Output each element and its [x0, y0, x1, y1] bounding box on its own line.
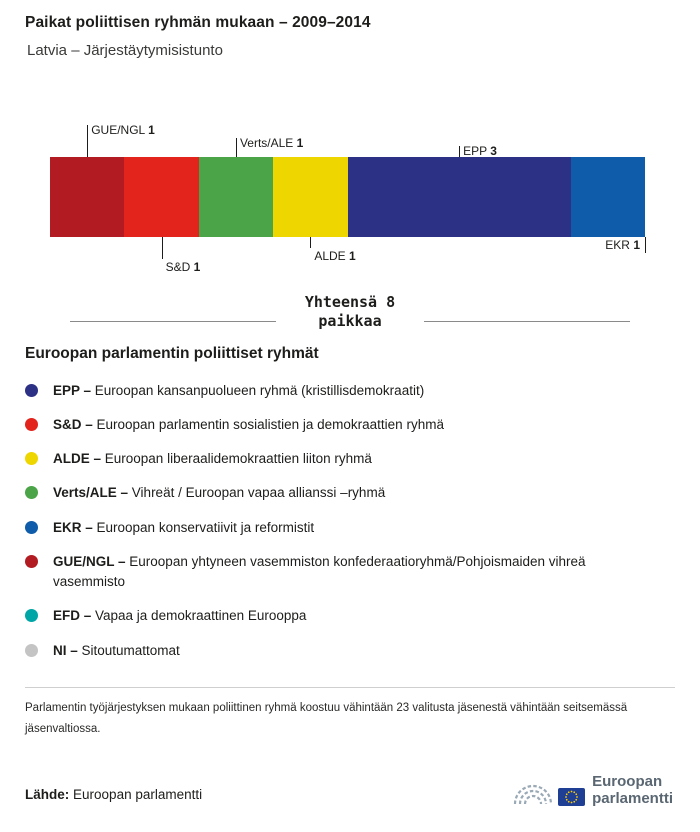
legend-list: EPP – Euroopan kansanpuolueen ryhmä (kri… [25, 381, 675, 661]
total-rule-left [70, 320, 276, 322]
total-row: Yhteensä 8 paikkaa [70, 293, 630, 331]
total-rule-right [424, 320, 630, 322]
callout-group-name: S&D [165, 260, 194, 274]
group-color-dot [25, 520, 38, 534]
group-color-dot [25, 452, 38, 465]
callout-group-name: Verts/ALE [239, 136, 297, 150]
legend-item-text: ALDE – Euroopan liberaalidemokraattien l… [53, 449, 372, 469]
legend-item-s-d: S&D – Euroopan parlamentin sosialistien … [25, 415, 675, 435]
legend-group-description: Vihreät / Euroopan vapaa allianssi –ryhm… [131, 485, 386, 501]
group-color-dot [25, 609, 38, 623]
footer-divider [25, 686, 675, 688]
legend-group-description: Vapaa ja demokraattinen Eurooppa [95, 608, 307, 624]
total-seats-label: Yhteensä 8 paikkaa [304, 293, 396, 330]
callout-label: EKR 1 [605, 239, 640, 252]
ep-hemicycle-icon [514, 785, 553, 805]
legend-group-abbr: ALDE – [53, 451, 105, 466]
legend-item-text: S&D – Euroopan parlamentin sosialistien … [53, 415, 444, 435]
legend-group-description: Euroopan parlamentin sosialistien ja dem… [96, 416, 444, 432]
page-title: Paikat poliittisen ryhmän mukaan – 2009–… [25, 14, 371, 31]
logo-wordmark: Euroopan parlamentti [592, 773, 673, 808]
legend-item-text: NI – Sitoutumattomat [53, 641, 180, 661]
legend-item-text: EKR – Euroopan konservatiivit ja reformi… [53, 518, 314, 538]
group-color-dot [25, 554, 38, 568]
legend-item-epp: EPP – Euroopan kansanpuolueen ryhmä (kri… [25, 381, 675, 401]
legend-group-abbr: S&D – [53, 416, 97, 432]
bar-segment-alde [273, 157, 348, 237]
bar-segment-ekr [570, 157, 645, 237]
stacked-bar [50, 157, 645, 237]
bar-segment-verts-ale [198, 157, 274, 237]
legend-group-description: Euroopan kansanpuolueen ryhmä (kristilli… [94, 382, 425, 398]
legend-item-ni: NI – Sitoutumattomat [25, 641, 675, 661]
legend-item-verts-ale: Verts/ALE – Vihreät / Euroopan vapaa all… [25, 483, 675, 503]
legend-group-abbr: NI – [53, 642, 82, 658]
logo-line2: parlamentti [592, 790, 673, 808]
callout-label: ALDE 1 [314, 250, 355, 263]
callout-tick [645, 237, 646, 253]
legend-item-efd: EFD – Vapaa ja demokraattinen Eurooppa [25, 606, 675, 626]
callout-seat-count: 1 [148, 123, 155, 137]
callout-label: GUE/NGL 1 [91, 124, 155, 137]
legend-item-gue-ngl: GUE/NGL – Euroopan yhtyneen vasemmiston … [25, 552, 675, 593]
bar-segment-gue-ngl [50, 157, 125, 237]
callout-tick [235, 138, 237, 157]
callout-seat-count: 3 [490, 144, 497, 158]
european-parliament-logo: Euroopan parlamentti [510, 770, 675, 808]
callout-group-name: EKR [605, 238, 634, 252]
legend-group-abbr: EPP – [53, 382, 95, 398]
legend-item-alde: ALDE – Euroopan liberaalidemokraattien l… [25, 449, 675, 469]
logo-line1: Euroopan [592, 772, 663, 790]
legend-item-text: GUE/NGL – Euroopan yhtyneen vasemmiston … [53, 552, 628, 593]
page-subtitle: Latvia – Järjestäytymisistunto [27, 42, 223, 59]
callout-seat-count: 1 [193, 260, 201, 274]
callout-tick [310, 237, 312, 248]
eu-flag-icon [558, 788, 586, 807]
callout-tick [459, 146, 461, 157]
header: Paikat poliittisen ryhmän mukaan – 2009–… [25, 14, 675, 59]
legend-item-ekr: EKR – Euroopan konservatiivit ja reformi… [25, 518, 675, 538]
source-value: Euroopan parlamentti [73, 787, 203, 803]
legend-group-abbr: Verts/ALE – [53, 485, 132, 501]
callout-label: S&D 1 [166, 261, 201, 274]
legend-item-text: EFD – Vapaa ja demokraattinen Eurooppa [53, 606, 306, 626]
callout-seat-count: 1 [296, 136, 304, 150]
group-color-dot [25, 383, 38, 397]
group-color-dot [25, 417, 38, 431]
callout-label: Verts/ALE 1 [240, 137, 303, 150]
callout-tick [87, 125, 89, 157]
group-color-dot [25, 486, 38, 500]
group-color-dot [25, 643, 38, 657]
callout-group-name: EPP [463, 144, 491, 158]
legend-group-abbr: EKR – [53, 519, 97, 535]
legend-group-description: Euroopan konservatiivit ja reformistit [96, 519, 315, 535]
source-line: Lähde: Euroopan parlamentti [25, 787, 202, 802]
footnote: Parlamentin työjärjestyksen mukaan polii… [25, 701, 628, 736]
source-label: Lähde: [25, 787, 70, 803]
callout-tick [161, 237, 163, 259]
legend-heading: Euroopan parlamentin poliittiset ryhmät [25, 344, 319, 362]
callout-group-name: ALDE [314, 249, 349, 263]
legend-item-text: EPP – Euroopan kansanpuolueen ryhmä (kri… [53, 381, 424, 401]
seat-chart: GUE/NGL 1 S&D 1 Verts/ALE 1 ALDE 1 EPP 3 EKR … [50, 115, 646, 281]
callout-seat-count: 1 [349, 249, 356, 263]
legend-group-description: Sitoutumattomat [81, 642, 180, 658]
legend-item-text: Verts/ALE – Vihreät / Euroopan vapaa all… [53, 483, 385, 503]
legend-group-description: Euroopan liberaalidemokraattien liiton r… [104, 451, 372, 466]
callout-label: EPP 3 [463, 145, 497, 158]
legend-group-abbr: GUE/NGL – [53, 553, 130, 569]
footer: Lähde: Euroopan parlamentti [25, 770, 675, 808]
bar-segment-epp [347, 157, 571, 237]
bar-segment-s-d [124, 157, 199, 237]
callout-group-name: GUE/NGL [91, 123, 149, 137]
legend-group-description: Euroopan yhtyneen vasemmiston konfederaa… [53, 553, 586, 589]
callout-seat-count: 1 [633, 238, 640, 252]
legend-group-abbr: EFD – [53, 608, 96, 624]
